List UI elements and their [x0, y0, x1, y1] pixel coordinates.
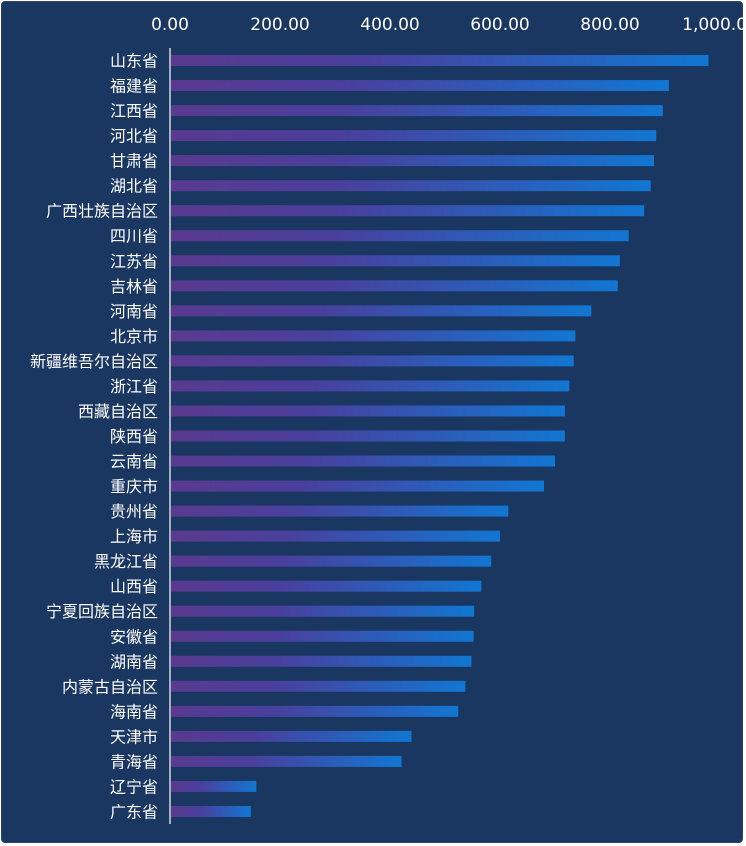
- bar[interactable]: [171, 80, 669, 92]
- category-label: 甘肃省: [110, 152, 158, 171]
- bar[interactable]: [171, 805, 251, 817]
- category-label: 北京市: [110, 327, 158, 346]
- category-label: 青海省: [110, 752, 158, 771]
- category-label: 辽宁省: [110, 777, 158, 796]
- category-label: 福建省: [110, 77, 158, 96]
- bar[interactable]: [171, 230, 629, 242]
- bar[interactable]: [171, 305, 592, 317]
- category-label: 山东省: [110, 52, 158, 71]
- bar[interactable]: [171, 255, 620, 267]
- category-label: 山西省: [110, 577, 158, 596]
- bar[interactable]: [171, 605, 475, 617]
- category-label: 陕西省: [110, 427, 158, 446]
- bar[interactable]: [171, 205, 645, 217]
- category-label: 重庆市: [110, 477, 158, 496]
- category-label: 海南省: [110, 702, 158, 721]
- category-label: 宁夏回族自治区: [46, 602, 158, 621]
- category-label: 河北省: [110, 127, 158, 146]
- bar[interactable]: [171, 530, 500, 542]
- category-label: 广西壮族自治区: [46, 202, 158, 221]
- bar[interactable]: [171, 130, 657, 142]
- bar[interactable]: [171, 755, 402, 767]
- bar[interactable]: [171, 630, 474, 642]
- bar[interactable]: [171, 55, 709, 67]
- x-tick-label: 800.00: [580, 15, 639, 35]
- bar[interactable]: [171, 105, 663, 117]
- bar[interactable]: [171, 180, 651, 192]
- bar[interactable]: [171, 480, 544, 492]
- category-label: 四川省: [110, 227, 158, 246]
- category-label: 云南省: [110, 452, 158, 471]
- category-labels: 山东省福建省江西省河北省甘肃省湖北省广西壮族自治区四川省江苏省吉林省河南省北京市…: [30, 52, 158, 822]
- x-axis-ticks: 0.00 200.00 400.00 600.00 800.00 1,000.00: [151, 15, 744, 35]
- bar[interactable]: [171, 355, 574, 367]
- bar[interactable]: [171, 280, 618, 292]
- x-tick-label: 400.00: [360, 15, 419, 35]
- x-tick-label: 1,000.00: [682, 15, 744, 35]
- category-label: 浙江省: [110, 377, 158, 396]
- category-label: 黑龙江省: [94, 552, 158, 571]
- bar[interactable]: [171, 705, 459, 717]
- category-label: 湖北省: [110, 177, 158, 196]
- bar[interactable]: [171, 505, 509, 517]
- category-label: 吉林省: [110, 277, 158, 296]
- bar[interactable]: [171, 580, 482, 592]
- bar[interactable]: [171, 555, 492, 567]
- bar[interactable]: [171, 330, 576, 342]
- category-label: 安徽省: [110, 627, 158, 646]
- category-label: 上海市: [110, 527, 158, 546]
- bar[interactable]: [171, 155, 654, 167]
- category-label: 河南省: [110, 302, 158, 321]
- bar[interactable]: [171, 730, 412, 742]
- category-label: 江西省: [110, 102, 158, 121]
- bar[interactable]: [171, 780, 257, 792]
- category-label: 西藏自治区: [78, 402, 158, 421]
- category-label: 湖南省: [110, 652, 158, 671]
- bar[interactable]: [171, 405, 565, 417]
- bars-group: [171, 55, 709, 817]
- bar[interactable]: [171, 430, 565, 442]
- bar[interactable]: [171, 655, 472, 667]
- category-label: 广东省: [110, 802, 158, 821]
- x-tick-label: 200.00: [250, 15, 309, 35]
- x-tick-label: 0.00: [151, 15, 189, 35]
- x-tick-label: 600.00: [470, 15, 529, 35]
- bar[interactable]: [171, 680, 466, 692]
- bar[interactable]: [171, 380, 570, 392]
- category-label: 内蒙古自治区: [62, 677, 158, 696]
- category-label: 江苏省: [110, 252, 158, 271]
- category-label: 贵州省: [110, 502, 158, 521]
- category-label: 新疆维吾尔自治区: [30, 352, 158, 371]
- category-label: 天津市: [110, 727, 158, 746]
- bar[interactable]: [171, 455, 555, 467]
